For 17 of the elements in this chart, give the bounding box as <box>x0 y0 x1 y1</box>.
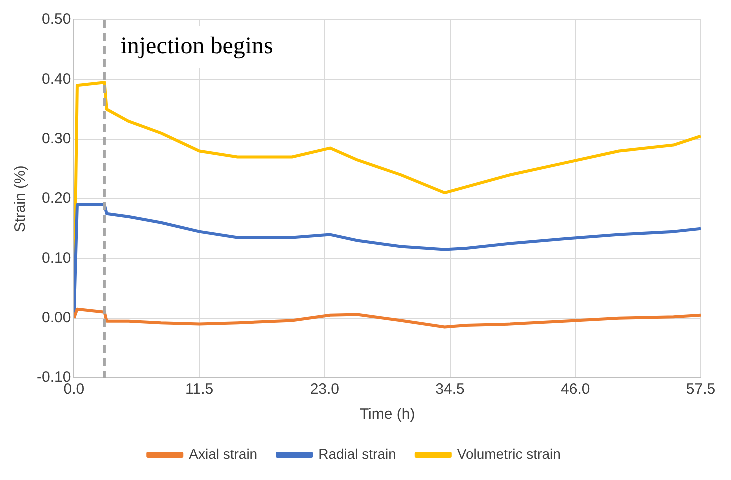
y-axis-title: Strain (%) <box>12 166 30 232</box>
legend-label: Axial strain <box>189 446 258 462</box>
y-tick-label: 0.00 <box>42 309 72 326</box>
legend-label: Radial strain <box>318 446 396 462</box>
x-tick-label: 57.5 <box>686 381 716 398</box>
x-tick-label: 46.0 <box>561 381 590 398</box>
y-tick-label: 0.10 <box>42 250 72 267</box>
y-tick-label: 0.50 <box>42 11 72 28</box>
y-tick-label: 0.30 <box>42 130 72 148</box>
ref-line-label: injection begins <box>120 33 274 60</box>
x-axis-title: Time (h) <box>360 406 416 424</box>
legend-label: Volumetric strain <box>457 446 561 462</box>
x-tick-label: 11.5 <box>186 381 214 398</box>
y-tick-label: 0.40 <box>42 70 72 88</box>
y-tick-label: 0.20 <box>42 190 72 208</box>
x-tick-label: 23.0 <box>310 381 340 398</box>
x-tick-label: 34.5 <box>436 381 465 398</box>
